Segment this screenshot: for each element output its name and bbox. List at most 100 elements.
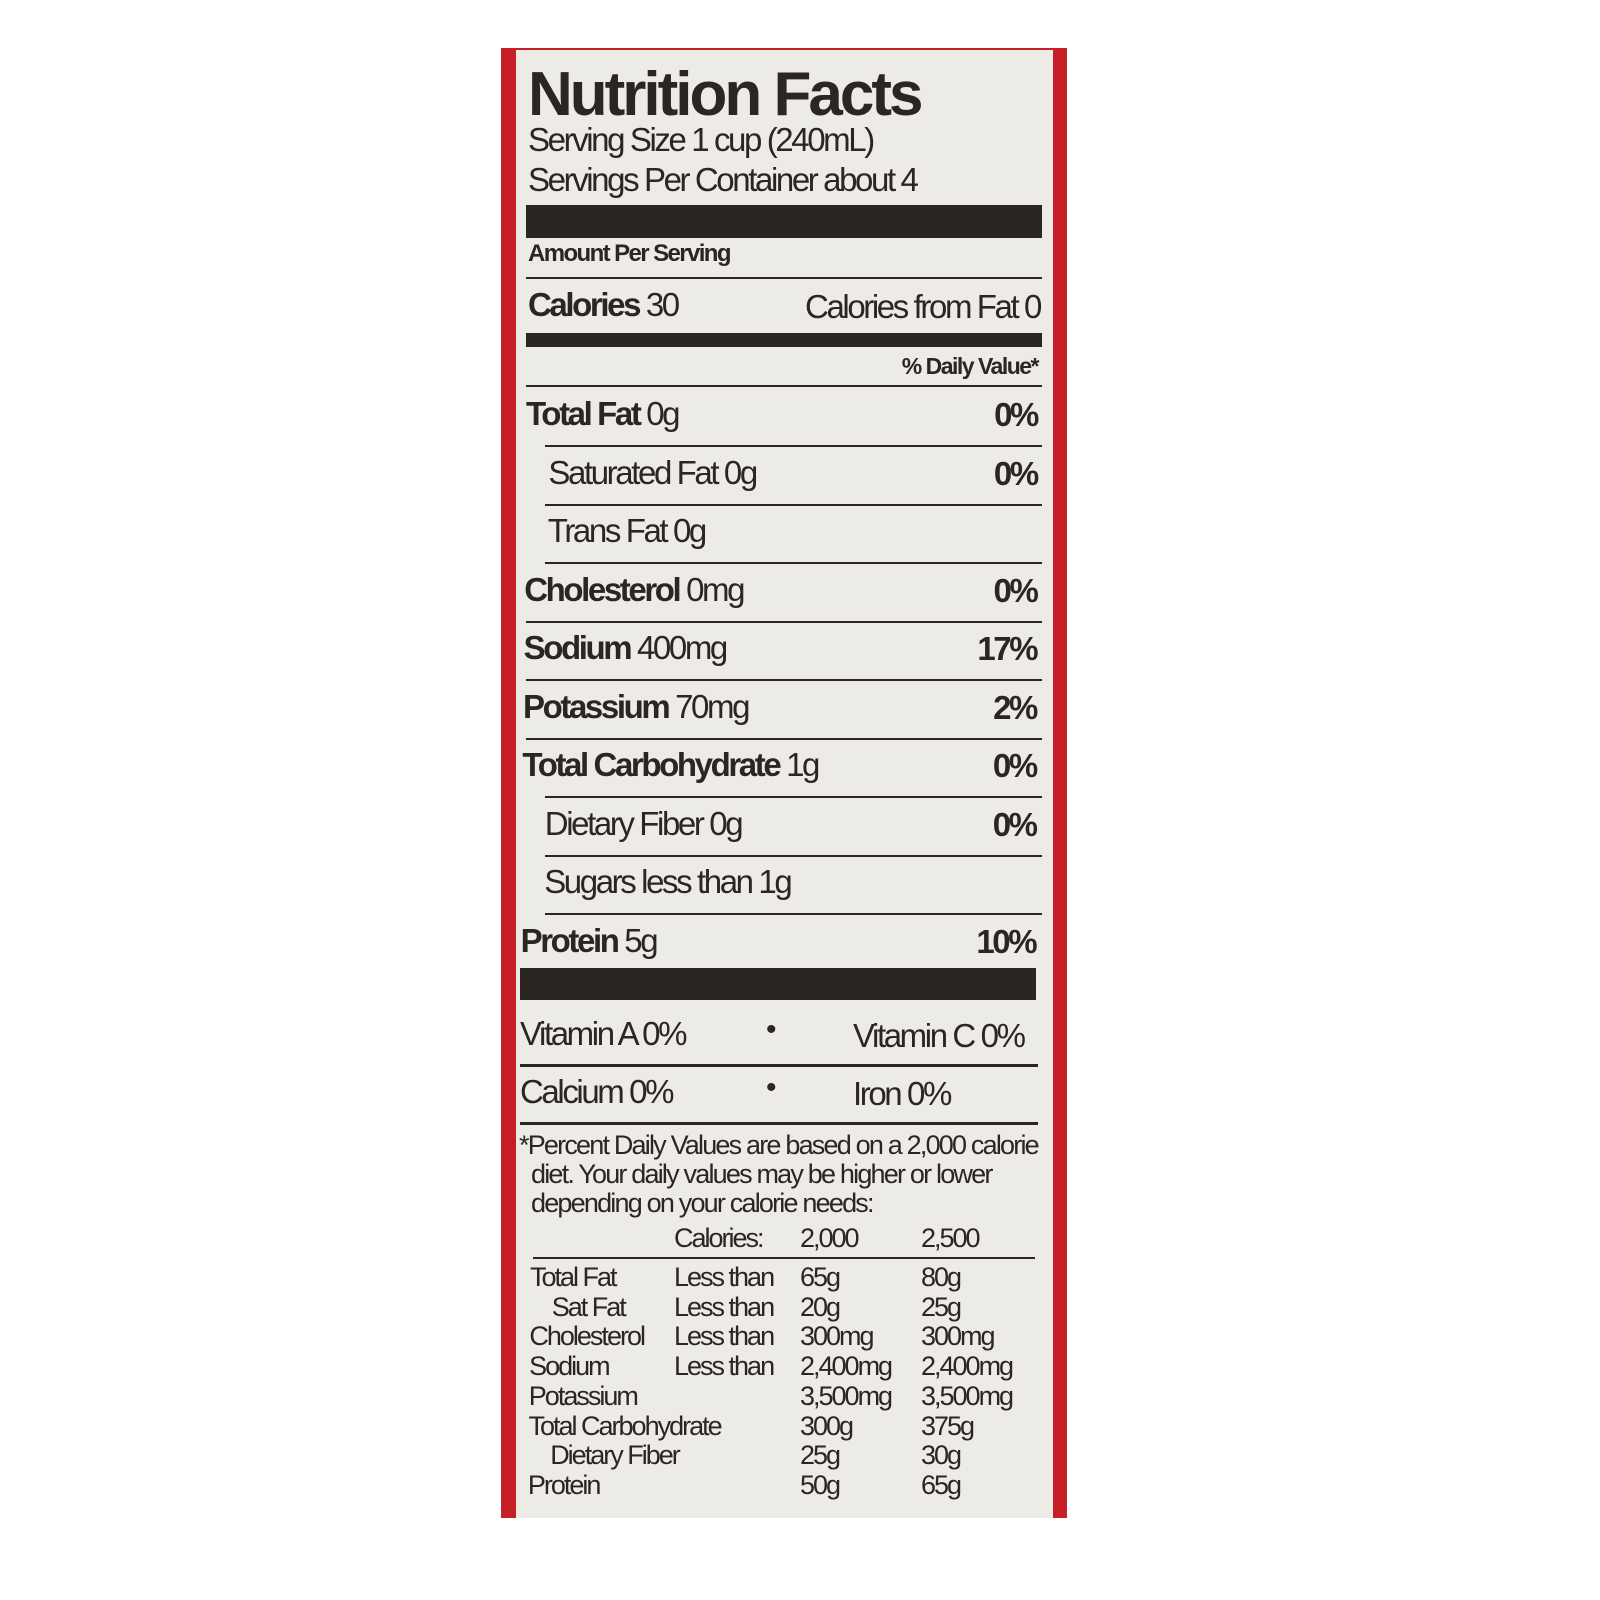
nutrient-row: Potassium 70mg (523, 687, 750, 725)
reference-cell: Sat Fat (551, 1291, 627, 1322)
nutrient-row: Cholesterol 0mg (524, 570, 745, 608)
divider (526, 277, 1042, 279)
nutrient-amount: less than 1g (641, 863, 793, 900)
reference-cell: 2,400mg (921, 1351, 1014, 1382)
nutrient-row: Saturated Fat 0g (548, 453, 758, 491)
nutrient-amount: 400mg (636, 629, 728, 666)
reference-cell: 3,500mg (800, 1380, 893, 1411)
footnote-line: *Percent Daily Values are based on a 2,0… (519, 1130, 1040, 1160)
footnote-line: depending on your calorie needs: (531, 1188, 875, 1218)
nutrient-daily-value: 0% (993, 571, 1039, 609)
nutrient-amount: 5g (624, 921, 658, 959)
nutrient-daily-value: 0% (992, 747, 1038, 784)
nutrient-amount: 0g (672, 512, 707, 549)
nutrient-daily-value: 10% (976, 922, 1037, 960)
reference-cell: Dietary Fiber (550, 1440, 681, 1471)
reference-cell: 300g (800, 1410, 854, 1441)
nutrient-row: Trans Fat 0g (547, 512, 707, 549)
reference-cell: Cholesterol (529, 1321, 646, 1352)
nutrient-daily-value: 0% (992, 805, 1038, 843)
footnote-line: diet. Your daily values may be higher or… (531, 1159, 993, 1189)
label-title: Nutrition Facts (528, 60, 923, 129)
divider (545, 562, 1042, 564)
calories-label: Calories (528, 286, 641, 323)
divider (520, 1064, 1038, 1067)
reference-cell: 65g (921, 1469, 962, 1500)
reference-cell: Less than (674, 1351, 775, 1382)
amount-per-serving: Amount Per Serving (528, 240, 732, 267)
divider (533, 1257, 1035, 1259)
nutrient-name: Protein (520, 921, 620, 959)
nutrient-name: Total Carbohydrate (522, 746, 781, 783)
nutrient-row: Total Fat 0g (526, 395, 681, 432)
reference-cell: 50g (800, 1469, 841, 1500)
reference-cell: Less than (674, 1321, 775, 1352)
vitamin-right: Vitamin C 0% (853, 1017, 1026, 1054)
vitamin-right: Iron 0% (853, 1075, 952, 1112)
divider (526, 737, 1042, 740)
nutrient-name: Potassium (523, 687, 671, 725)
reference-cell: Less than (674, 1262, 775, 1292)
bullet-icon: • (766, 1071, 777, 1104)
servings-per-container: Servings Per Container about 4 (528, 161, 919, 198)
reference-cell: 2,400mg (800, 1351, 893, 1382)
serving-size: Serving Size 1 cup (240mL) (528, 121, 875, 158)
reference-cell: Total Fat (530, 1262, 618, 1292)
nutrient-row: Total Carbohydrate 1g (522, 746, 820, 783)
nutrient-amount: 0g (646, 395, 680, 432)
reference-cell: 300mg (921, 1321, 996, 1352)
nutrient-amount: 0g (709, 804, 743, 842)
nutrient-row: Sodium 400mg (523, 629, 729, 666)
reference-cell: 30g (921, 1440, 962, 1471)
nutrient-amount: 0g (723, 453, 758, 491)
calories-from-fat: Calories from Fat 0 (805, 288, 1042, 325)
nutrient-daily-value: 0% (993, 454, 1039, 492)
nutrient-daily-value: 17% (977, 630, 1038, 667)
nutrient-daily-value: 2% (993, 688, 1038, 726)
vitamin-left: Vitamin A 0% (520, 1015, 687, 1052)
reference-cell: 25g (921, 1291, 962, 1322)
reference-cell: 20g (800, 1291, 841, 1322)
nutrient-name: Cholesterol (524, 570, 682, 608)
reference-cell: 80g (921, 1262, 962, 1292)
vitamin-left: Calcium 0% (520, 1073, 674, 1110)
bullet-icon: • (766, 1013, 777, 1046)
nutrient-name: Dietary Fiber (544, 804, 705, 842)
nutrient-row: Protein 5g (520, 921, 659, 959)
divider (545, 796, 1042, 798)
reference-cell: 3,500mg (921, 1380, 1014, 1411)
nutrient-name: Trans Fat (547, 512, 669, 549)
daily-value-header: % Daily Value* (901, 353, 1040, 379)
reference-cell: Less than (674, 1291, 775, 1322)
reference-cell: Potassium (528, 1380, 639, 1411)
nutrient-daily-value: 0% (994, 396, 1039, 433)
divider (526, 679, 1042, 681)
calories-row: Calories 30 (528, 286, 680, 323)
nutrition-label (516, 50, 1053, 1518)
reference-header-cell: 2,500 (921, 1223, 981, 1253)
nutrient-amount: 0mg (686, 570, 745, 608)
reference-cell: 65g (800, 1262, 841, 1292)
nutrient-row: Sugars less than 1g (544, 863, 793, 900)
divider (545, 854, 1042, 857)
reference-cell: 25g (800, 1440, 841, 1471)
nutrient-amount: 70mg (675, 687, 750, 725)
reference-header-cell: 2,000 (800, 1223, 860, 1253)
divider (545, 913, 1042, 915)
nutrient-amount: 1g (786, 746, 820, 783)
reference-header-cell: Calories: (674, 1223, 765, 1253)
nutrient-row: Dietary Fiber 0g (544, 804, 744, 842)
divider (545, 503, 1042, 506)
nutrient-name: Sodium (523, 629, 633, 666)
nutrient-name: Sugars (544, 863, 637, 900)
medium-divider (526, 333, 1042, 347)
reference-cell: 375g (921, 1410, 975, 1441)
divider (545, 445, 1042, 447)
thick-divider (520, 968, 1036, 1000)
calories-value: 30 (645, 286, 680, 323)
nutrient-name: Saturated Fat (548, 453, 719, 491)
reference-cell: 300mg (800, 1321, 875, 1352)
divider (526, 620, 1042, 623)
nutrient-name: Total Fat (526, 395, 642, 432)
reference-cell: Total Carbohydrate (528, 1410, 723, 1441)
